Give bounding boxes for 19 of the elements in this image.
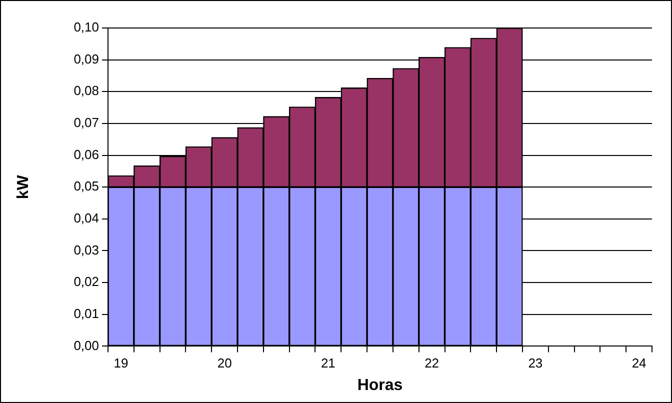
x-tick-label: 24 [632, 356, 646, 371]
y-axis-title: kW [15, 174, 32, 200]
y-tick-label: 0,03 [74, 242, 99, 258]
y-tick-label: 0,06 [74, 146, 99, 162]
x-tick-label: 21 [320, 356, 336, 371]
y-tick-label: 0,05 [74, 178, 99, 194]
y-tick-label: 0,00 [74, 338, 99, 353]
x-tick-label: 19 [114, 356, 128, 371]
x-tick-label: 20 [217, 356, 232, 371]
y-tick-label: 0,09 [74, 51, 99, 66]
y-tick-label: 0,04 [74, 210, 99, 226]
y-tick-label: 0,02 [74, 274, 99, 290]
y-tick-label: 0,07 [74, 115, 99, 130]
y-tick-label: 0,10 [74, 20, 99, 35]
y-tick-label: 0,08 [74, 83, 99, 98]
x-tick-label: 22 [424, 356, 440, 371]
y-tick-label: 0,01 [74, 306, 99, 321]
x-axis-title: Horas [357, 376, 403, 394]
x-tick-label: 23 [528, 356, 543, 371]
